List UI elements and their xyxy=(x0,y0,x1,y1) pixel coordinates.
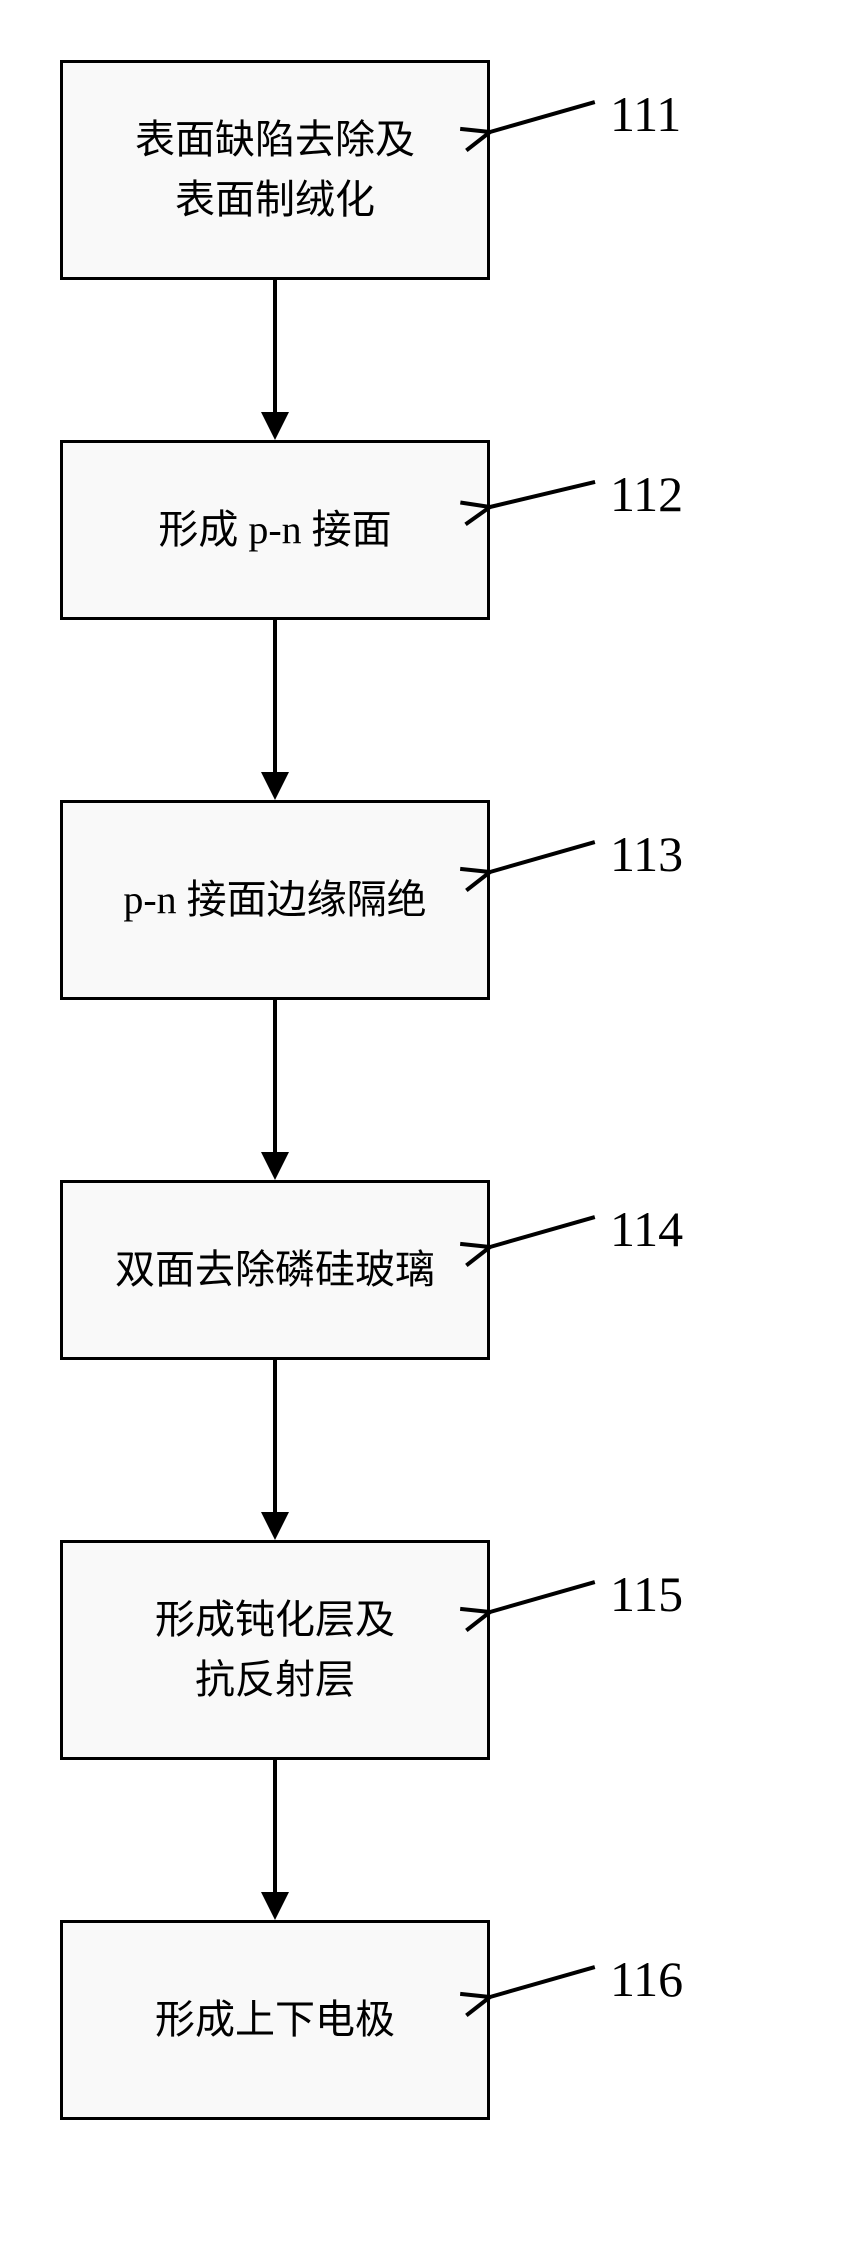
flowchart-arrow-head xyxy=(261,412,289,440)
flowchart-arrow-line xyxy=(273,280,277,412)
node-label: 114 xyxy=(610,1200,683,1258)
flowchart-node-n3: p-n 接面边缘隔绝 xyxy=(60,800,490,1000)
flowchart-arrow-head xyxy=(261,1152,289,1180)
node-text: 表面缺陷去除及 表面制绒化 xyxy=(135,110,415,230)
flowchart-arrow-line xyxy=(273,1000,277,1152)
leader-line xyxy=(489,100,595,134)
flowchart-arrow-line xyxy=(273,1760,277,1892)
node-label: 116 xyxy=(610,1950,683,2008)
flowchart-arrow-head xyxy=(261,1512,289,1540)
node-text: 形成钝化层及 抗反射层 xyxy=(155,1590,395,1710)
flowchart-node-n4: 双面去除磷硅玻璃 xyxy=(60,1180,490,1360)
flowchart-node-n2: 形成 p-n 接面 xyxy=(60,440,490,620)
flowchart-node-n1: 表面缺陷去除及 表面制绒化 xyxy=(60,60,490,280)
node-text: p-n 接面边缘隔绝 xyxy=(123,870,426,930)
node-label: 112 xyxy=(610,465,683,523)
leader-line xyxy=(489,1965,595,1999)
node-label: 111 xyxy=(610,85,681,143)
leader-line xyxy=(489,1215,595,1249)
node-text: 形成 p-n 接面 xyxy=(158,500,391,560)
node-text: 双面去除磷硅玻璃 xyxy=(115,1240,435,1300)
flowchart-arrow-line xyxy=(273,1360,277,1512)
flowchart-arrow-line xyxy=(273,620,277,772)
node-label: 115 xyxy=(610,1565,683,1623)
leader-line xyxy=(489,1580,595,1614)
flowchart-container: 表面缺陷去除及 表面制绒化 111 形成 p-n 接面 112 p-n 接面边缘隔绝 11… xyxy=(0,0,844,2268)
flowchart-arrow-head xyxy=(261,1892,289,1920)
flowchart-node-n5: 形成钝化层及 抗反射层 xyxy=(60,1540,490,1760)
leader-line xyxy=(489,840,595,874)
flowchart-node-n6: 形成上下电极 xyxy=(60,1920,490,2120)
flowchart-arrow-head xyxy=(261,772,289,800)
node-label: 113 xyxy=(610,825,683,883)
node-text: 形成上下电极 xyxy=(155,1990,395,2050)
leader-line xyxy=(490,480,596,509)
